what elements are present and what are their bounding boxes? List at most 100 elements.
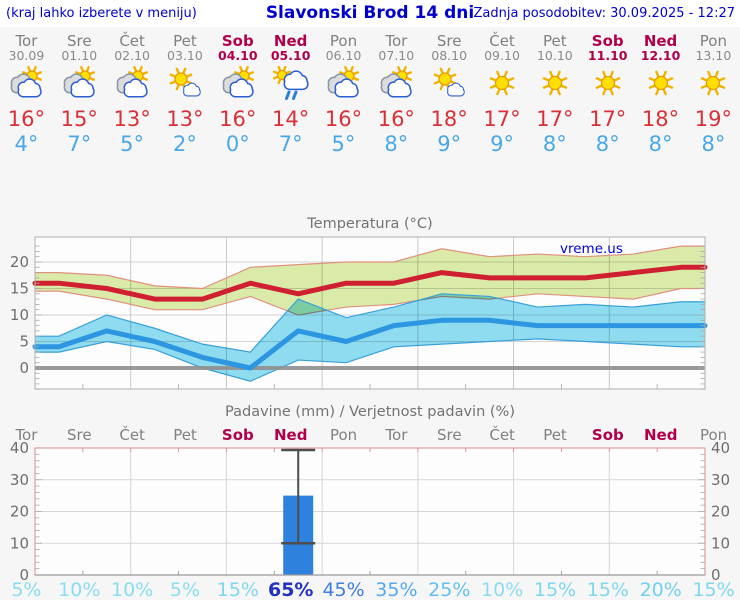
precip-probability: 45% bbox=[322, 579, 364, 600]
high-temperature: 19° bbox=[694, 107, 732, 131]
sunny-icon bbox=[634, 66, 687, 106]
high-temperature: 18° bbox=[641, 107, 680, 131]
day-name: Tor bbox=[385, 32, 408, 50]
svg-text:15: 15 bbox=[10, 280, 29, 298]
precipitation-chart: Padavine (mm) / Verjetnost padavin (%) To… bbox=[10, 404, 735, 600]
day-name: Sob bbox=[591, 32, 624, 50]
cloud-shape bbox=[70, 78, 95, 98]
cloud-shape bbox=[17, 78, 43, 98]
high-temperature: 14° bbox=[272, 107, 310, 131]
precip-probability: 20% bbox=[640, 579, 682, 600]
sunny-icon bbox=[687, 66, 740, 106]
forecast-day-column: Tor 30.09 16° 4° bbox=[0, 27, 53, 156]
min-temp-line bbox=[32, 317, 708, 371]
svg-text:40: 40 bbox=[10, 439, 29, 457]
low-temperature: 2° bbox=[173, 132, 197, 156]
max-temp-line bbox=[32, 264, 708, 302]
high-temperature: 17° bbox=[589, 107, 627, 131]
precip-probability: 15% bbox=[217, 579, 259, 600]
day-name: Sre bbox=[436, 32, 462, 50]
partly-cloudy-icon bbox=[0, 66, 53, 106]
precip-day-label: Sob bbox=[592, 426, 624, 444]
partly-cloudy-icon bbox=[370, 66, 423, 106]
precip-probability: 10% bbox=[111, 579, 153, 600]
cloud-shape bbox=[123, 78, 148, 98]
low-temperature: 7° bbox=[67, 132, 92, 156]
low-temperature: 4° bbox=[14, 132, 39, 156]
precip-day-label: Ned bbox=[644, 426, 677, 444]
day-date: 08.10 bbox=[431, 48, 468, 63]
temp-chart-title: Temperatura (°C) bbox=[306, 216, 432, 232]
svg-text:10: 10 bbox=[10, 306, 29, 324]
precip-day-label: Čet bbox=[489, 425, 515, 444]
svg-text:10: 10 bbox=[711, 534, 730, 552]
temperature-chart: Temperatura (°C) 0 5 10 15 20 vreme.us bbox=[10, 216, 708, 390]
high-temperature: 17° bbox=[483, 107, 521, 131]
day-name: Ned bbox=[273, 32, 308, 50]
mostly-sunny-icon bbox=[159, 66, 212, 106]
sun-shape bbox=[701, 70, 726, 96]
precip-day-label: Pet bbox=[173, 426, 197, 444]
day-date: 01.10 bbox=[61, 48, 98, 63]
low-temperature: 8° bbox=[542, 132, 567, 156]
svg-text:20: 20 bbox=[711, 503, 730, 521]
day-name: Sre bbox=[66, 32, 92, 50]
sunny-icon bbox=[476, 66, 529, 106]
sun-shape bbox=[433, 67, 457, 91]
day-name: Ned bbox=[643, 32, 678, 50]
precip-probability: 10% bbox=[58, 579, 100, 600]
page-title: Slavonski Brod 14 dni bbox=[265, 3, 475, 23]
precip-day-label: Pon bbox=[700, 426, 727, 444]
sun-shape bbox=[489, 70, 515, 96]
rain-drops bbox=[284, 90, 298, 100]
day-name: Pet bbox=[543, 32, 567, 50]
forecast-day-column: Pet 03.10 13° 2° bbox=[159, 27, 212, 156]
high-temperature: 16° bbox=[7, 107, 46, 131]
high-temperature: 16° bbox=[377, 107, 415, 131]
last-update-text: Zadnja posodobitev: 30.09.2025 - 12:27 bbox=[473, 6, 735, 21]
forecast-day-column: Sre 08.10 18° 9° bbox=[423, 27, 476, 156]
partly-cloudy-icon bbox=[106, 66, 159, 106]
day-date: 07.10 bbox=[378, 48, 415, 63]
high-temperature: 13° bbox=[113, 107, 151, 131]
day-name: Pon bbox=[699, 32, 727, 50]
forecast-day-column: Pon 06.10 16° 5° bbox=[317, 27, 370, 156]
high-temperature: 18° bbox=[430, 107, 468, 131]
low-temperature: 9° bbox=[490, 132, 514, 156]
precip-day-label: Pon bbox=[330, 426, 357, 444]
low-temperature: 0° bbox=[225, 132, 250, 156]
high-temperature: 15° bbox=[60, 107, 98, 131]
low-temperature: 5° bbox=[120, 132, 145, 156]
low-temperature: 8° bbox=[384, 132, 409, 156]
day-date: 10.10 bbox=[536, 48, 573, 63]
svg-text:20: 20 bbox=[10, 253, 29, 271]
precip-probability: 25% bbox=[428, 579, 470, 600]
partly-cloudy-icon bbox=[211, 66, 264, 106]
svg-text:0: 0 bbox=[19, 566, 29, 584]
page-header: (kraj lahko izberete v meniju) Slavonski… bbox=[0, 0, 740, 27]
precip-day-label: Čet bbox=[119, 425, 145, 444]
precip-probability: 5% bbox=[170, 579, 200, 600]
low-temperature: 7° bbox=[278, 132, 303, 156]
low-temperature: 8° bbox=[648, 132, 673, 156]
day-date: 03.10 bbox=[167, 48, 203, 63]
svg-text:0: 0 bbox=[711, 566, 721, 584]
svg-text:20: 20 bbox=[10, 503, 29, 521]
precip-probability: 10% bbox=[481, 579, 523, 600]
precip-chart-title: Padavine (mm) / Verjetnost padavin (%) bbox=[225, 404, 515, 420]
day-name: Pon bbox=[329, 32, 358, 50]
partly-cloudy-icon bbox=[53, 66, 106, 106]
cloud-shape bbox=[387, 78, 412, 98]
low-temperature: 8° bbox=[595, 132, 620, 156]
svg-text:30: 30 bbox=[711, 471, 730, 489]
mostly-sunny-icon bbox=[423, 66, 476, 106]
vreme-us-link[interactable]: vreme.us bbox=[560, 241, 623, 257]
day-date: 09.10 bbox=[484, 48, 520, 63]
cloud-shape bbox=[283, 70, 309, 91]
forecast-day-column: Čet 02.10 13° 5° bbox=[106, 27, 159, 156]
day-name: Sob bbox=[221, 32, 254, 50]
forecast-day-column: Ned 05.10 14° 7° bbox=[264, 27, 317, 156]
day-date: 06.10 bbox=[325, 48, 362, 63]
precip-day-label: Tor bbox=[384, 426, 408, 444]
sunny-icon bbox=[581, 66, 634, 106]
